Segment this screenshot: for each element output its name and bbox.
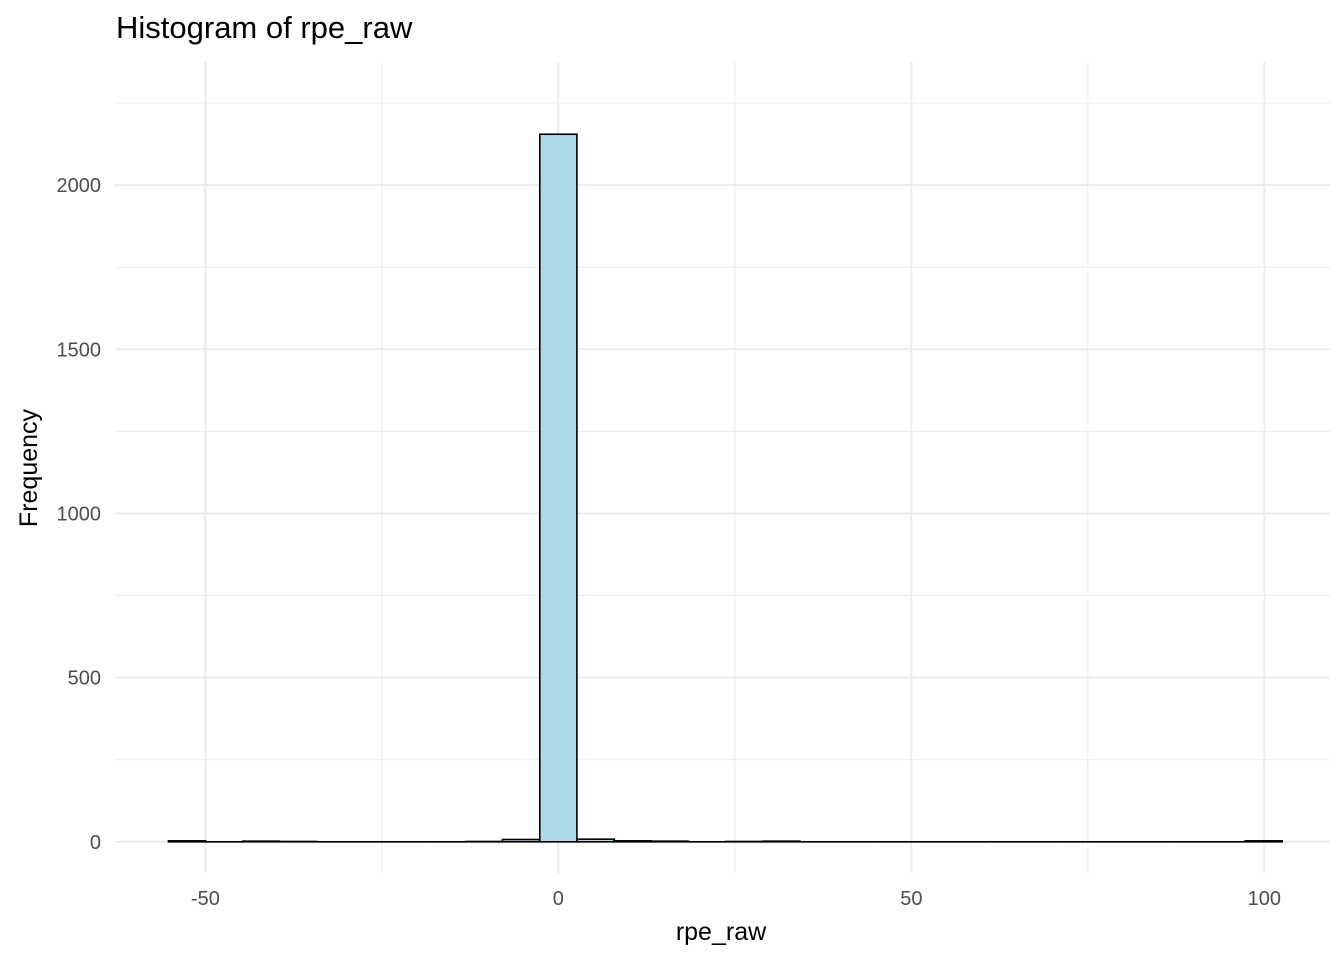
x-tick-label: 100 bbox=[1248, 888, 1281, 910]
histogram-bar bbox=[241, 840, 281, 843]
minor-gridlines bbox=[115, 62, 1330, 873]
y-tick-label: 1000 bbox=[57, 503, 102, 525]
x-axis-tick-labels: -50 0 50 100 bbox=[191, 888, 1281, 910]
major-gridlines bbox=[115, 62, 1330, 873]
y-axis-title: Frequency bbox=[15, 408, 43, 527]
x-tick-label: 50 bbox=[900, 888, 922, 910]
histogram-bar bbox=[576, 838, 616, 843]
y-tick-label: 500 bbox=[68, 668, 101, 690]
histogram-bar bbox=[538, 133, 578, 843]
x-tick-label: -50 bbox=[191, 888, 220, 910]
histogram-bar bbox=[1244, 840, 1284, 843]
histogram-bar bbox=[613, 840, 652, 843]
x-tick-label: 0 bbox=[553, 888, 564, 910]
histogram-bar bbox=[167, 840, 207, 843]
histogram-bars bbox=[167, 133, 1284, 843]
x-axis-title: rpe_raw bbox=[676, 918, 767, 946]
chart-title: Histogram of rpe_raw bbox=[116, 10, 413, 45]
y-axis-tick-labels: 0 500 1000 1500 2000 bbox=[57, 175, 102, 854]
histogram-bar bbox=[501, 838, 541, 843]
histogram-bar bbox=[650, 840, 690, 843]
histogram-bar bbox=[762, 840, 801, 843]
y-tick-label: 2000 bbox=[57, 175, 102, 197]
y-tick-label: 0 bbox=[90, 832, 101, 854]
y-tick-label: 1500 bbox=[57, 339, 102, 361]
